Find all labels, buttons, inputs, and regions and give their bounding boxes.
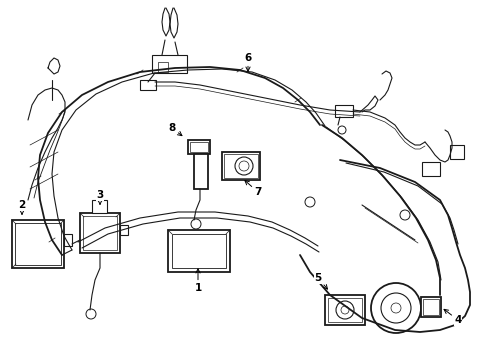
Text: 8: 8 xyxy=(168,123,182,136)
Circle shape xyxy=(239,161,248,171)
Circle shape xyxy=(235,157,252,175)
Bar xyxy=(64,234,72,246)
Bar xyxy=(92,200,107,213)
Circle shape xyxy=(337,126,346,134)
Circle shape xyxy=(370,283,420,333)
Bar xyxy=(222,152,260,180)
Bar xyxy=(224,154,258,178)
Bar xyxy=(421,162,439,176)
Circle shape xyxy=(380,293,410,323)
Bar xyxy=(83,216,117,250)
Text: 2: 2 xyxy=(19,200,25,214)
Bar xyxy=(194,154,207,189)
Bar xyxy=(120,225,128,235)
Bar xyxy=(12,220,64,268)
Bar xyxy=(140,80,156,90)
Circle shape xyxy=(340,306,348,314)
Bar xyxy=(190,142,207,152)
Bar xyxy=(15,223,61,265)
Bar xyxy=(334,105,352,117)
Text: 5: 5 xyxy=(314,273,327,289)
Circle shape xyxy=(399,210,409,220)
Text: 1: 1 xyxy=(194,269,201,293)
Circle shape xyxy=(191,219,201,229)
Bar xyxy=(327,298,361,322)
Bar xyxy=(172,234,225,268)
Bar xyxy=(422,299,438,315)
Text: 6: 6 xyxy=(244,53,251,71)
Bar xyxy=(152,55,186,73)
Circle shape xyxy=(305,197,314,207)
Bar xyxy=(325,295,364,325)
Bar xyxy=(168,230,229,272)
Circle shape xyxy=(390,303,400,313)
Text: 7: 7 xyxy=(244,181,261,197)
Bar xyxy=(187,140,209,154)
Bar xyxy=(449,145,463,159)
Bar xyxy=(80,213,120,253)
Bar xyxy=(420,297,440,317)
Bar xyxy=(158,62,168,72)
Circle shape xyxy=(86,309,96,319)
Text: 3: 3 xyxy=(96,190,103,204)
Text: 4: 4 xyxy=(443,309,461,325)
Circle shape xyxy=(335,301,353,319)
